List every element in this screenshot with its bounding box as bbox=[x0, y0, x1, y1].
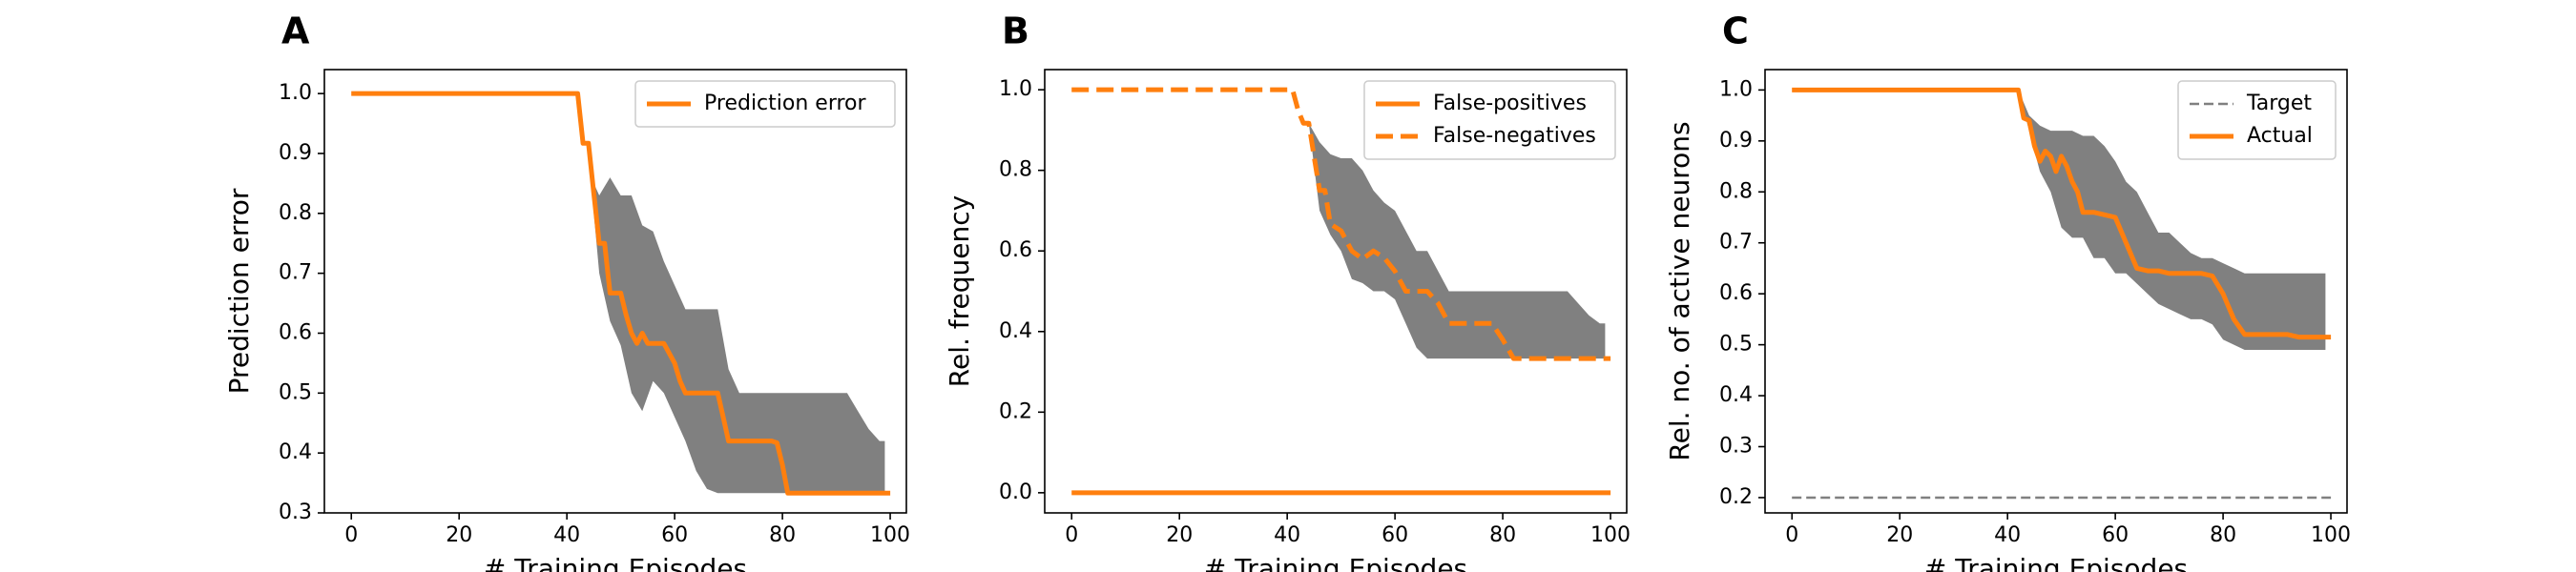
x-tick-label: 80 bbox=[1489, 523, 1516, 547]
panel-letter: B bbox=[1002, 10, 1029, 52]
y-tick-label: 0.8 bbox=[999, 158, 1032, 182]
axes-frame bbox=[1044, 69, 1628, 514]
x-tick-label: 20 bbox=[1166, 523, 1193, 547]
y-tick-label: 0.2 bbox=[1719, 485, 1753, 509]
x-tick-label: 0 bbox=[1785, 523, 1798, 547]
y-tick-label: 0.9 bbox=[1719, 129, 1753, 153]
y-tick-label: 0.0 bbox=[999, 480, 1032, 504]
y-tick-label: 1.0 bbox=[999, 77, 1032, 101]
y-tick-label: 0.6 bbox=[279, 320, 312, 344]
x-tick-label: 40 bbox=[1994, 523, 2021, 547]
confidence-band bbox=[577, 93, 885, 494]
y-axis-label: Rel. no. of active neurons bbox=[1664, 121, 1695, 460]
legend: Target Actual bbox=[2177, 80, 2337, 160]
y-tick-label: 0.4 bbox=[999, 319, 1032, 343]
confidence-band bbox=[2018, 90, 2326, 351]
y-tick-label: 0.7 bbox=[279, 261, 312, 285]
legend-box bbox=[634, 80, 896, 128]
y-axis-label: Rel. frequency bbox=[944, 195, 975, 387]
panel-letter: A bbox=[281, 10, 310, 52]
y-tick-label: 0.9 bbox=[279, 141, 312, 165]
legend-box bbox=[1363, 80, 1616, 160]
x-tick-label: 60 bbox=[2102, 523, 2129, 547]
x-tick-label: 20 bbox=[1886, 523, 1913, 547]
x-tick-label: 80 bbox=[769, 523, 796, 547]
x-tick-label: 100 bbox=[1590, 523, 1631, 547]
x-tick-label: 100 bbox=[2311, 523, 2351, 547]
y-tick-label: 0.3 bbox=[279, 500, 312, 524]
y-tick-label: 0.6 bbox=[999, 238, 1032, 262]
axes-frame bbox=[1764, 69, 2348, 514]
chart-panel-a: A 0 20 40 60 80 100 0.3 0.4 0.5 0.6 0.7 0.8 0.9 1.0 # T… bbox=[223, 10, 910, 572]
series-line-false-negatives bbox=[1071, 87, 1611, 361]
legend-label: Target bbox=[2246, 92, 2312, 115]
panel-letter: C bbox=[1722, 10, 1749, 52]
plot-area bbox=[351, 91, 891, 496]
series-line-prediction-error bbox=[351, 91, 891, 496]
x-tick-label: 40 bbox=[553, 523, 580, 547]
series-line-actual bbox=[1792, 87, 2332, 340]
y-tick-label: 0.5 bbox=[279, 380, 312, 404]
y-tick-label: 0.8 bbox=[279, 201, 312, 225]
axes-frame bbox=[323, 69, 907, 514]
chart-panel-c: C 0 20 40 60 80 100 0.2 0.3 0.4 0.5 0.6 0.7 0.8 0.9 1.0… bbox=[1664, 10, 2351, 572]
panels: A 0 20 40 60 80 100 0.3 0.4 0.5 0.6 0.7 0.8 0.9 1.0 # T… bbox=[223, 10, 2351, 572]
x-axis-label: # Training Episodes bbox=[1204, 553, 1467, 572]
chart-panel-b: B 0 20 40 60 80 100 0.0 0.2 0.4 0.6 0.8 1.0 # Trainin… bbox=[944, 10, 1631, 572]
x-tick-label: 40 bbox=[1274, 523, 1300, 547]
y-tick-label: 0.5 bbox=[1719, 333, 1753, 357]
plot-area bbox=[1792, 87, 2332, 500]
plot-area bbox=[1071, 87, 1611, 496]
x-tick-label: 100 bbox=[870, 523, 910, 547]
x-tick-label: 0 bbox=[344, 523, 358, 547]
legend-label: False-negatives bbox=[1433, 124, 1596, 148]
y-tick-label: 1.0 bbox=[279, 81, 312, 105]
confidence-band bbox=[1298, 90, 1606, 359]
legend-label: Prediction error bbox=[704, 92, 866, 115]
y-tick-label: 0.8 bbox=[1719, 179, 1753, 203]
y-tick-label: 0.6 bbox=[1719, 281, 1753, 305]
legend: Prediction error bbox=[634, 80, 896, 128]
x-tick-label: 0 bbox=[1065, 523, 1078, 547]
y-tick-label: 0.3 bbox=[1719, 435, 1753, 459]
x-tick-label: 80 bbox=[2210, 523, 2236, 547]
legend-label: Actual bbox=[2247, 124, 2313, 148]
y-tick-label: 0.4 bbox=[279, 440, 312, 464]
y-tick-label: 0.4 bbox=[1719, 383, 1753, 407]
legend-box bbox=[2177, 80, 2337, 160]
legend-label: False-positives bbox=[1433, 92, 1587, 115]
y-tick-label: 0.7 bbox=[1719, 231, 1753, 255]
x-tick-label: 20 bbox=[446, 523, 472, 547]
y-axis-label: Prediction error bbox=[223, 188, 255, 394]
x-axis-label: # Training Episodes bbox=[484, 553, 747, 572]
y-tick-label: 0.2 bbox=[999, 399, 1032, 423]
x-tick-label: 60 bbox=[661, 523, 688, 547]
legend: False-positives False-negatives bbox=[1363, 80, 1616, 160]
x-axis-label: # Training Episodes bbox=[1924, 553, 2188, 572]
y-tick-label: 1.0 bbox=[1719, 77, 1753, 101]
x-tick-label: 60 bbox=[1381, 523, 1408, 547]
